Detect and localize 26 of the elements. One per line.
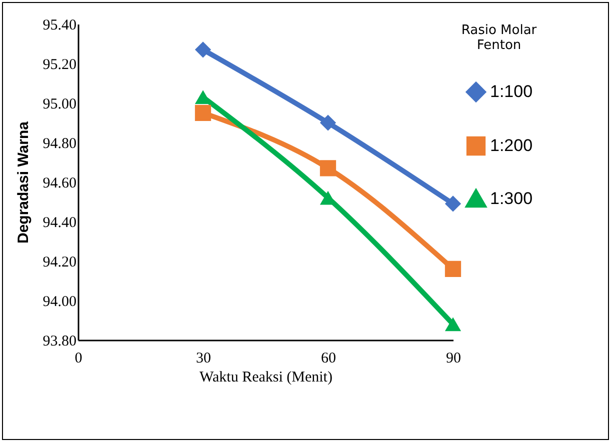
y-tick-label: 94.00 bbox=[42, 294, 76, 310]
point bbox=[444, 317, 462, 332]
legend-label: 1:200 bbox=[490, 136, 533, 155]
y-tick-label: 93.80 bbox=[42, 334, 76, 350]
x-tick-label: 60 bbox=[321, 350, 336, 366]
x-tick-label: 30 bbox=[196, 350, 211, 366]
y-tick-label: 94.20 bbox=[42, 254, 76, 270]
point bbox=[320, 160, 336, 176]
legend-title: Rasio Molar Fenton bbox=[461, 23, 538, 53]
point bbox=[444, 260, 462, 277]
point bbox=[194, 104, 212, 121]
legend-label: 1:300 bbox=[490, 189, 533, 208]
y-tick-label: 94.60 bbox=[42, 176, 76, 192]
y-tick-label: 95.00 bbox=[42, 96, 76, 112]
y-axis-title: Degradasi Warna bbox=[14, 120, 32, 244]
legend-label: 1:100 bbox=[490, 82, 533, 101]
x-tick-label: 0 bbox=[74, 350, 82, 366]
y-tick-label: 95.40 bbox=[42, 18, 76, 34]
point bbox=[194, 42, 212, 58]
y-tick-label: 94.40 bbox=[42, 215, 76, 231]
y-tick-label: 94.80 bbox=[42, 136, 76, 152]
x-axis-title: Waktu Reaksi (Menit) bbox=[200, 370, 332, 386]
point bbox=[444, 196, 462, 212]
y-tick-label: 95.20 bbox=[42, 57, 76, 73]
point bbox=[320, 114, 336, 131]
x-tick-label: 90 bbox=[446, 350, 461, 366]
